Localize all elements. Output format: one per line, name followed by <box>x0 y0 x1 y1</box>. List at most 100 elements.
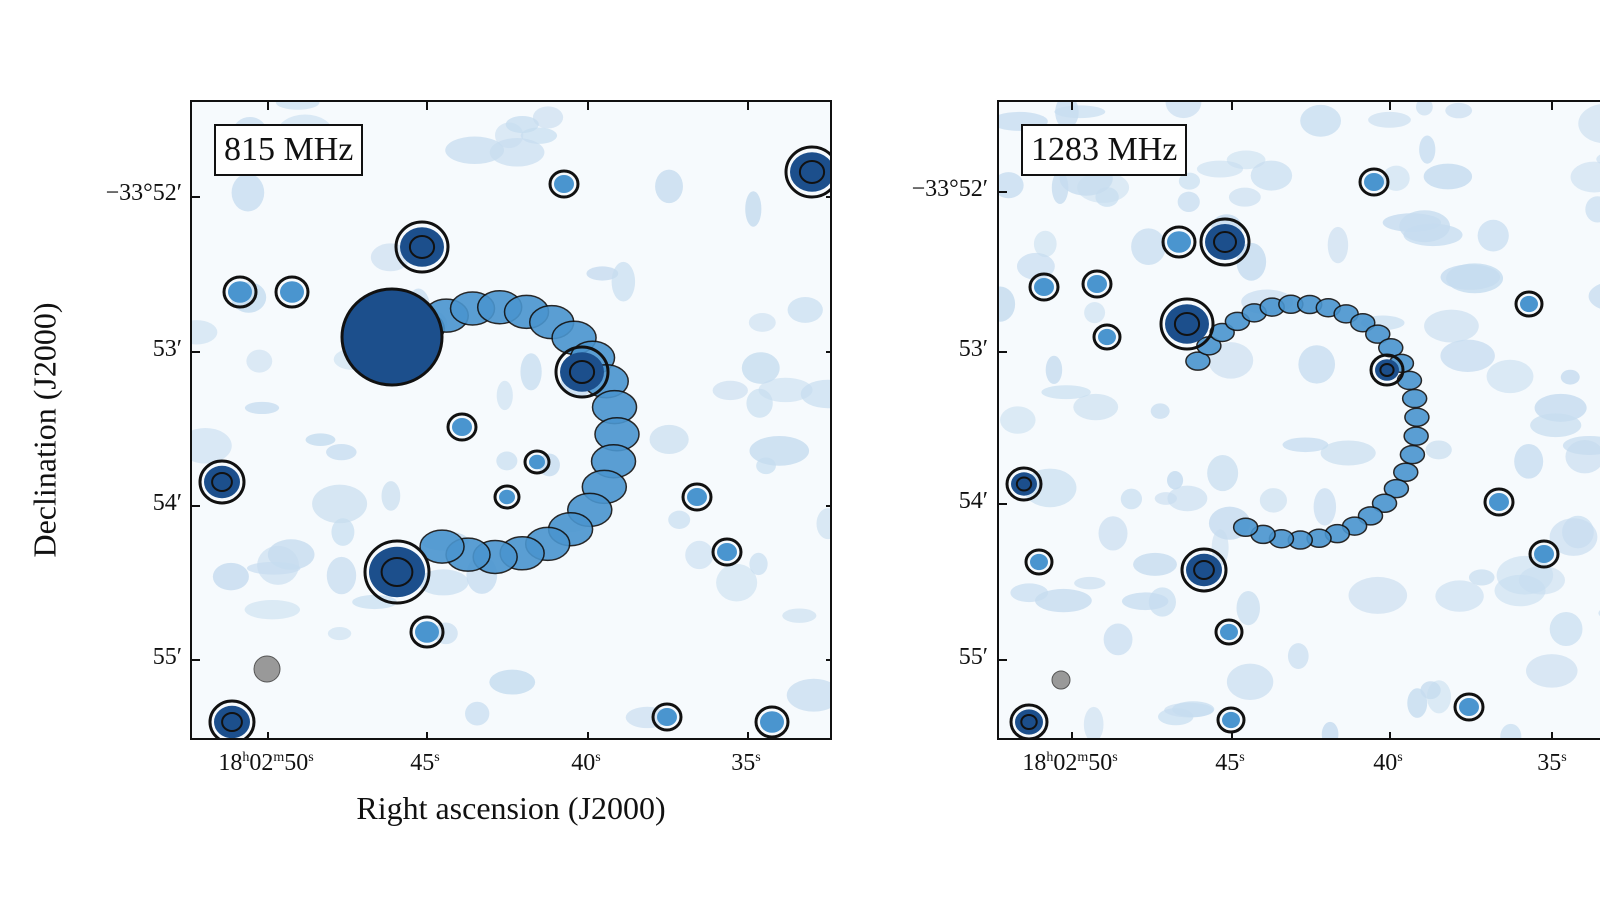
diffuse-emission <box>1562 435 1600 456</box>
diffuse-emission <box>787 297 823 323</box>
contour <box>1453 692 1485 722</box>
diffuse-emission <box>745 191 762 227</box>
contour <box>1159 297 1215 351</box>
diffuse-emission <box>192 320 218 345</box>
diffuse-emission <box>1083 706 1104 738</box>
diffuse-emission <box>496 451 518 471</box>
point-source <box>204 465 240 499</box>
p2-ytick-55: 55′ <box>958 644 988 670</box>
diffuse-emission <box>1500 723 1522 738</box>
p1-ytick-55: 55′ <box>152 644 182 670</box>
diffuse-emission <box>1534 393 1587 422</box>
diffuse-emission <box>655 169 683 204</box>
diffuse-emission <box>1368 111 1411 128</box>
point-source <box>1167 231 1191 253</box>
diffuse-emission <box>1327 226 1349 264</box>
diffuse-emission <box>1098 516 1128 551</box>
p2-xtick-40: 40s <box>1373 750 1403 776</box>
contour <box>1028 272 1060 302</box>
diffuse-emission <box>1000 406 1036 434</box>
diffuse-emission <box>1236 242 1267 281</box>
frequency-label: 815 MHz <box>214 124 364 176</box>
p1-xtick-45: 45s <box>410 750 440 776</box>
contour <box>1379 363 1395 377</box>
contour <box>394 220 450 274</box>
y-axis-title: Declination (J2000) <box>26 302 63 558</box>
contour <box>1213 231 1237 253</box>
diffuse-emission <box>816 508 830 540</box>
diffuse-emission <box>1424 309 1479 343</box>
contour <box>409 615 445 649</box>
point-source <box>554 175 574 193</box>
diffuse-emission <box>1321 721 1339 738</box>
point-source <box>760 711 784 733</box>
diffuse-emission <box>1121 592 1169 611</box>
point-source <box>657 708 677 726</box>
panel-1283mhz: 1283 MHz <box>997 100 1600 740</box>
shell-emission <box>1350 312 1376 333</box>
diffuse-emission <box>712 380 748 401</box>
diffuse-emission <box>1549 518 1598 556</box>
point-source <box>529 454 545 470</box>
point-source <box>415 621 439 643</box>
contour <box>221 712 243 732</box>
contour <box>1193 560 1215 580</box>
diffuse-emission <box>275 102 320 110</box>
diffuse-emission <box>381 481 401 511</box>
shell-emission <box>1185 351 1211 371</box>
contour <box>784 145 830 199</box>
diffuse-emission <box>1419 135 1436 164</box>
diffuse-emission <box>748 313 776 332</box>
diffuse-emission <box>489 669 536 695</box>
contour <box>1483 487 1515 517</box>
diffuse-emission <box>586 266 619 281</box>
diffuse-emission <box>257 545 299 585</box>
diffuse-emission <box>1407 688 1428 718</box>
diffuse-emission <box>1415 102 1433 116</box>
point-source <box>1034 278 1054 296</box>
diffuse-emission <box>1211 529 1229 567</box>
p2-xtick-45: 45s <box>1215 750 1245 776</box>
diffuse-emission <box>668 510 691 529</box>
diffuse-emission <box>212 562 249 591</box>
diffuse-emission <box>1585 196 1600 223</box>
point-source <box>1015 709 1043 735</box>
contour <box>1020 714 1038 730</box>
p2-xtick-50: 18h02m50s <box>1022 750 1118 776</box>
contour <box>568 360 596 384</box>
diffuse-emission <box>1578 104 1600 143</box>
frequency-label: 1283 MHz <box>1021 124 1188 176</box>
contour <box>548 169 580 199</box>
diffuse-emission <box>465 701 490 726</box>
contour <box>1528 539 1560 569</box>
point-source <box>452 418 472 436</box>
diffuse-emission <box>1033 230 1057 258</box>
diffuse-emission <box>1073 393 1119 421</box>
point-source <box>560 352 604 392</box>
diffuse-emission <box>649 424 689 455</box>
diffuse-emission <box>1045 355 1063 385</box>
diffuse-emission <box>749 552 768 576</box>
diffuse-emission <box>685 540 714 570</box>
diffuse-emission <box>1560 369 1580 385</box>
point-source <box>1087 275 1107 293</box>
diffuse-emission <box>1596 154 1600 164</box>
x-axis-title: Right ascension (J2000) <box>356 790 666 826</box>
diffuse-emission <box>370 243 410 272</box>
contour <box>198 459 246 505</box>
radio-map-815 <box>192 102 830 738</box>
diffuse-emission <box>999 172 1024 199</box>
contour <box>681 482 713 512</box>
shell-emission <box>1401 388 1428 409</box>
diffuse-emission <box>1207 455 1239 492</box>
diffuse-emission <box>1167 485 1208 512</box>
panel-815mhz: 815 MHz <box>190 100 832 740</box>
point-source <box>1375 359 1399 381</box>
shell-emission <box>1403 426 1429 446</box>
shell-emission <box>1404 407 1430 428</box>
p1-ytick-52: −33°52′ <box>105 180 182 206</box>
diffuse-emission <box>532 106 564 129</box>
p1-xtick-40: 40s <box>571 750 601 776</box>
contour <box>274 275 310 309</box>
radio-map-1283 <box>999 102 1600 738</box>
